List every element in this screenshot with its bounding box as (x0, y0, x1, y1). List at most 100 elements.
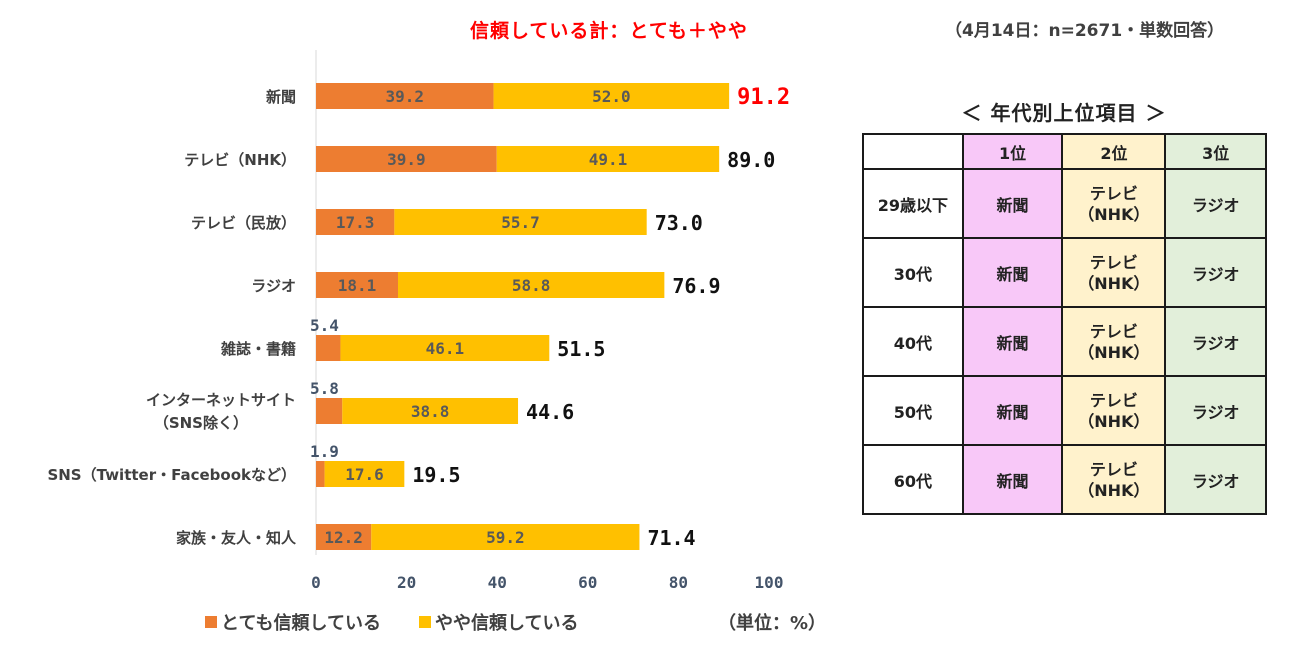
age-group-cell: 50代 (862, 375, 964, 446)
rank2-line2: （NHK） (1078, 273, 1150, 293)
bar-somewhat-trusted (342, 398, 519, 424)
data-label-somewhat: 38.8 (411, 402, 450, 421)
category-label: テレビ（NHK） (184, 151, 296, 169)
rank2-line1: テレビ (1089, 252, 1138, 272)
data-label-very: 39.2 (386, 87, 425, 106)
rank1-cell: 新聞 (961, 168, 1064, 239)
data-label-very: 17.3 (336, 213, 375, 232)
age-group-cell: 29歳以下 (862, 168, 964, 239)
rank2-line1: テレビ (1089, 390, 1138, 410)
rank2-cell: テレビ （NHK） (1061, 168, 1167, 239)
header-cell-age (862, 133, 964, 170)
rank2-line1: テレビ (1089, 321, 1138, 341)
rank2-cell: テレビ （NHK） (1061, 237, 1167, 308)
rank2-line2: （NHK） (1078, 480, 1150, 500)
category-label: インターネットサイト (146, 391, 296, 409)
category-label: 雑誌・書籍 (220, 340, 296, 358)
header-cell-rank1: 1位 (961, 133, 1064, 170)
data-label-somewhat: 49.1 (589, 150, 628, 169)
rank1-cell: 新聞 (961, 444, 1064, 515)
legend-swatch-very (205, 616, 217, 628)
rank2-line1: テレビ (1089, 183, 1138, 203)
total-label: 44.6 (526, 400, 574, 424)
bar-very-trusted (316, 335, 341, 361)
total-label: 91.2 (737, 85, 790, 110)
legend-item-somewhat: やや信頼している (419, 609, 579, 635)
data-label-very: 1.9 (310, 442, 339, 461)
rank2-cell: テレビ （NHK） (1061, 444, 1167, 515)
rank2-cell: テレビ （NHK） (1061, 375, 1167, 446)
rank1-cell: 新聞 (961, 375, 1064, 446)
rank3-cell: ラジオ (1164, 375, 1267, 446)
age-group-cell: 60代 (862, 444, 964, 515)
ranking-header-row: 1位 2位 3位 (862, 133, 1267, 170)
stacked-bar-chart: 新聞 39.2 52.0 91.2 テレビ（NHK） 39.9 49.1 89.0 テレビ（民放… (47, 50, 790, 592)
header-cell-rank3: 3位 (1164, 133, 1267, 170)
x-tick-label: 80 (669, 573, 688, 592)
x-tick-label: 0 (311, 573, 321, 592)
bar-very-trusted (316, 461, 325, 487)
bar-very-trusted (316, 83, 494, 109)
rank1-cell: 新聞 (961, 306, 1064, 377)
data-label-somewhat: 59.2 (486, 528, 525, 547)
category-label: 家族・友人・知人 (176, 529, 297, 547)
age-group-cell: 40代 (862, 306, 964, 377)
table-row: 50代 新聞 テレビ （NHK） ラジオ (862, 375, 1267, 446)
data-label-very: 5.8 (310, 379, 339, 398)
bar-very-trusted (316, 524, 372, 550)
age-group-cell: 30代 (862, 237, 964, 308)
rank2-line2: （NHK） (1078, 342, 1150, 362)
total-label: 73.0 (655, 211, 703, 235)
data-label-very: 12.2 (324, 528, 363, 547)
bar-very-trusted (316, 272, 398, 298)
survey-note: （4月14日：n=2671・単数回答） (945, 21, 1225, 41)
legend-label-somewhat: やや信頼している (435, 613, 579, 634)
data-label-very: 39.9 (387, 150, 426, 169)
ranking-table-title: ＜ 年代別上位項目 ＞ (961, 101, 1167, 125)
rank3-cell: ラジオ (1164, 237, 1267, 308)
legend-item-very: とても信頼している (205, 609, 381, 635)
rank3-cell: ラジオ (1164, 168, 1267, 239)
rank1-cell: 新聞 (961, 237, 1064, 308)
bar-somewhat-trusted (496, 146, 720, 172)
bar-somewhat-trusted (324, 461, 405, 487)
category-label: 新聞 (266, 88, 296, 106)
legend-swatch-somewhat (419, 616, 432, 628)
data-label-somewhat: 58.8 (512, 276, 551, 295)
total-label: 71.4 (647, 526, 695, 550)
total-label: 19.5 (412, 463, 460, 487)
table-row: 60代 新聞 テレビ （NHK） ラジオ (862, 444, 1267, 515)
bar-somewhat-trusted (340, 335, 550, 361)
legend-label-very: とても信頼している (221, 613, 382, 634)
table-row: 30代 新聞 テレビ （NHK） ラジオ (862, 237, 1267, 308)
header-cell-rank2: 2位 (1061, 133, 1167, 170)
ranking-table: 1位 2位 3位 29歳以下 新聞 テレビ （NHK） ラジオ 30代 新聞 テレ… (862, 133, 1267, 515)
x-tick-label: 40 (488, 573, 507, 592)
x-tick-label: 60 (578, 573, 597, 592)
total-label: 51.5 (557, 337, 605, 361)
rank2-line2: （NHK） (1078, 204, 1150, 224)
category-label: SNS（Twitter・Facebookなど） (47, 466, 296, 484)
x-tick-label: 100 (755, 573, 784, 592)
data-label-very: 18.1 (338, 276, 377, 295)
table-row: 29歳以下 新聞 テレビ （NHK） ラジオ (862, 168, 1267, 239)
chart-legend: とても信頼している やや信頼している (205, 609, 617, 635)
bar-somewhat-trusted (493, 83, 730, 109)
x-tick-label: 20 (397, 573, 416, 592)
rank2-cell: テレビ （NHK） (1061, 306, 1167, 377)
chart-title: 信頼している計：とても＋やや (470, 20, 748, 42)
rank3-cell: ラジオ (1164, 444, 1267, 515)
data-label-somewhat: 55.7 (501, 213, 540, 232)
category-label: （SNS除く） (154, 414, 248, 432)
total-label: 89.0 (727, 148, 775, 172)
data-label-somewhat: 52.0 (592, 87, 631, 106)
rank2-line2: （NHK） (1078, 411, 1150, 431)
total-label: 76.9 (672, 274, 720, 298)
data-label-somewhat: 17.6 (345, 465, 384, 484)
unit-note: （単位：%） (718, 613, 827, 634)
bar-somewhat-trusted (371, 524, 640, 550)
rank2-line1: テレビ (1089, 459, 1138, 479)
bar-somewhat-trusted (394, 209, 647, 235)
table-row: 40代 新聞 テレビ （NHK） ラジオ (862, 306, 1267, 377)
data-label-somewhat: 46.1 (426, 339, 465, 358)
